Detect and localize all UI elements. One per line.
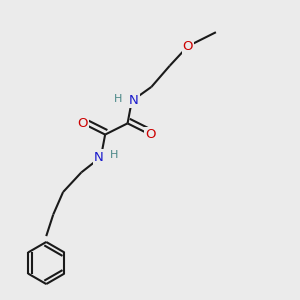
Text: N: N: [129, 94, 139, 107]
Text: O: O: [145, 128, 155, 141]
Text: O: O: [77, 117, 88, 130]
Text: N: N: [94, 151, 104, 164]
Text: O: O: [183, 40, 193, 53]
Text: H: H: [110, 150, 118, 160]
Text: H: H: [114, 94, 122, 104]
